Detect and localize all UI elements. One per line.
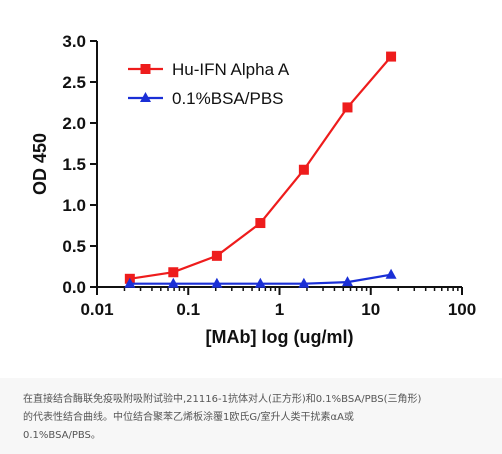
data-point-square xyxy=(386,51,397,62)
line-chart: 0.0 0.5 1.0 1.5 2.0 2.5 3.0 0.01 0.1 1 10 100 [MAb] … xyxy=(30,32,476,347)
y-tick-label: 3.0 xyxy=(62,32,86,51)
x-axis-title: [MAb] log (ug/ml) xyxy=(206,327,354,347)
y-tick-label: 0.5 xyxy=(62,237,86,256)
caption-panel: 在直接结合酶联免疫吸附吸附试验中,21116-1抗体对人(正方形)和0.1%BS… xyxy=(0,378,502,454)
y-axis-title: OD 450 xyxy=(30,133,50,195)
x-tick-label: 1 xyxy=(275,300,284,319)
data-point-square xyxy=(168,267,179,278)
data-point-triangle xyxy=(341,276,353,287)
x-tick-label: 10 xyxy=(361,300,380,319)
data-point-square xyxy=(255,218,266,229)
x-tick-label: 0.01 xyxy=(80,300,113,319)
legend-marker-square xyxy=(140,64,151,74)
y-tick-label: 2.5 xyxy=(62,73,86,92)
y-tick-label: 2.0 xyxy=(62,114,86,133)
legend-label: 0.1%BSA/PBS xyxy=(172,89,284,108)
x-tick-label: 0.1 xyxy=(176,300,200,319)
data-point-triangle xyxy=(298,277,310,288)
x-tick-label: 100 xyxy=(448,300,476,319)
figure-caption: 在直接结合酶联免疫吸附吸附试验中,21116-1抗体对人(正方形)和0.1%BS… xyxy=(23,394,422,441)
data-point-triangle xyxy=(211,277,223,288)
legend-label: Hu-IFN Alpha A xyxy=(172,60,290,79)
data-point-triangle xyxy=(124,277,136,288)
y-tick-label: 1.0 xyxy=(62,196,86,215)
data-point-square xyxy=(342,102,353,113)
figure-panel: 0.0 0.5 1.0 1.5 2.0 2.5 3.0 0.01 0.1 1 10 100 [MAb] … xyxy=(30,32,477,347)
y-tick-label: 1.5 xyxy=(62,155,86,174)
data-point-square xyxy=(211,250,222,261)
data-point-triangle xyxy=(385,268,397,279)
data-point-triangle xyxy=(167,277,179,288)
legend-marker-triangle xyxy=(140,92,151,102)
data-point-triangle xyxy=(254,277,266,288)
data-point-square xyxy=(298,164,309,175)
y-tick-label: 0.0 xyxy=(62,278,86,297)
